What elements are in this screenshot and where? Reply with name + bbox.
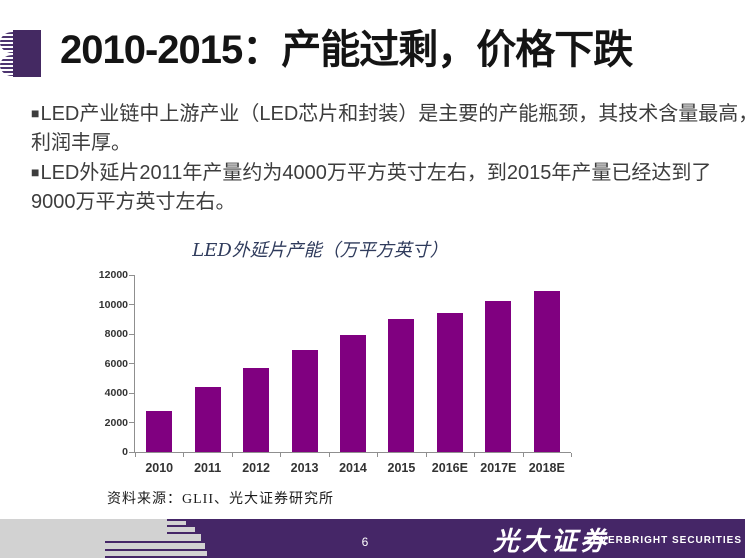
everbright-en-logo: EVERBRIGHT SECURITIES	[592, 535, 742, 546]
footer-step-bar	[167, 534, 201, 541]
bullet-text: LED外延片2011年产量约为4000万平方英寸左右，到2015年产量已经达到了	[40, 162, 712, 184]
bar-2016E	[436, 313, 463, 452]
x-axis-tick	[425, 453, 427, 457]
page-number: 6	[361, 535, 369, 549]
footer-bar: 6 光大证券 EVERBRIGHT SECURITIES	[0, 519, 745, 558]
bar-2011	[194, 387, 221, 452]
bullet-line: ■LED外延片2011年产量约为4000万平方英寸左右，到2015年产量已经达到…	[31, 158, 731, 188]
y-axis-tick	[129, 392, 134, 394]
y-axis-tick	[129, 304, 134, 305]
y-axis-label: 10000	[98, 298, 128, 311]
y-axis-tick	[129, 451, 134, 453]
bullet-text: 利润丰厚。	[31, 132, 131, 154]
source-note: 资料来源：GLII、光大证券研究所	[107, 492, 334, 507]
x-axis-label: 2010	[145, 461, 174, 475]
everbright-cn-logo: 光大证券	[493, 527, 610, 557]
y-axis-label: 8000	[104, 328, 128, 340]
x-axis-label: 2013	[290, 461, 319, 475]
footer-step-bar	[105, 551, 207, 556]
striped-semicircles-decoration	[0, 32, 13, 76]
bullet-line: 利润丰厚。	[31, 129, 731, 158]
bar-2017E	[485, 300, 512, 452]
y-axis-label: 6000	[104, 357, 128, 370]
x-axis-label: 2018E	[528, 461, 565, 475]
x-axis-label: 2017E	[480, 461, 517, 475]
x-axis-tick	[135, 453, 136, 457]
footer-step-bar	[167, 521, 186, 525]
bullet-line: 9000万平方英寸左右。	[31, 188, 731, 217]
bar-2014	[340, 335, 366, 452]
bullet-square-icon: ■	[31, 105, 40, 121]
striped-semicircle-top	[0, 32, 13, 53]
x-axis-tick	[377, 453, 379, 457]
body-text: ■LED产业链中上游产业（LED芯片和封装）是主要的产能瓶颈，其技术含量最高， …	[31, 99, 745, 217]
title-accent-square	[13, 30, 41, 77]
y-axis-label: 0	[122, 446, 128, 458]
bar-chart: LED外延片产能（万平方英寸） 0 2000 4000 6000 8000 10000 12…	[99, 236, 600, 486]
footer-steps-decoration	[0, 541, 105, 558]
y-axis-label: 4000	[104, 387, 128, 399]
bar-2010	[146, 410, 173, 452]
y-axis-tick	[129, 422, 134, 423]
x-axis-tick	[571, 453, 572, 457]
plot-area: 0 2000 4000 6000 8000 10000 12000 2010 2011 2012 2…	[99, 270, 572, 475]
striped-semicircle-bottom	[0, 55, 13, 76]
bullet-text: 9000万平方英寸左右。	[31, 191, 236, 213]
x-axis-label: 2016E	[431, 461, 468, 475]
bar-2015	[388, 319, 415, 452]
footer-step-bar	[167, 527, 195, 532]
y-axis-label: 2000	[104, 416, 128, 429]
x-axis-tick	[522, 453, 524, 457]
bullet-line: ■LED产业链中上游产业（LED芯片和封装）是主要的产能瓶颈，其技术含量最高，	[31, 99, 745, 129]
y-axis-tick	[129, 333, 134, 335]
x-axis-label: 2011	[194, 461, 222, 475]
y-axis-tick	[129, 363, 134, 364]
chart-title: LED外延片产能（万平方英寸）	[192, 240, 448, 261]
x-axis-label: 2012	[242, 461, 270, 475]
slide-title: 2010-2015：产能过剩，价格下跌	[60, 28, 633, 72]
bullet-square-icon: ■	[31, 164, 40, 180]
x-axis-tick	[328, 453, 330, 457]
bar-2018E	[533, 291, 560, 452]
x-axis-tick	[183, 453, 185, 457]
x-axis-tick	[231, 453, 233, 457]
bar-2012	[243, 367, 270, 452]
y-axis-tick	[129, 274, 134, 276]
y-axis-label: 12000	[98, 269, 128, 281]
bar-2013	[291, 350, 318, 452]
x-axis-label: 2015	[387, 461, 416, 475]
x-axis-tick	[474, 453, 476, 457]
footer-step-bar	[105, 543, 205, 549]
bullet-text: LED产业链中上游产业（LED芯片和封装）是主要的产能瓶颈，其技术含量最高，	[40, 103, 745, 125]
x-axis-label: 2014	[339, 461, 367, 475]
footer-steps-decoration	[0, 519, 167, 541]
x-axis-tick	[280, 453, 282, 457]
